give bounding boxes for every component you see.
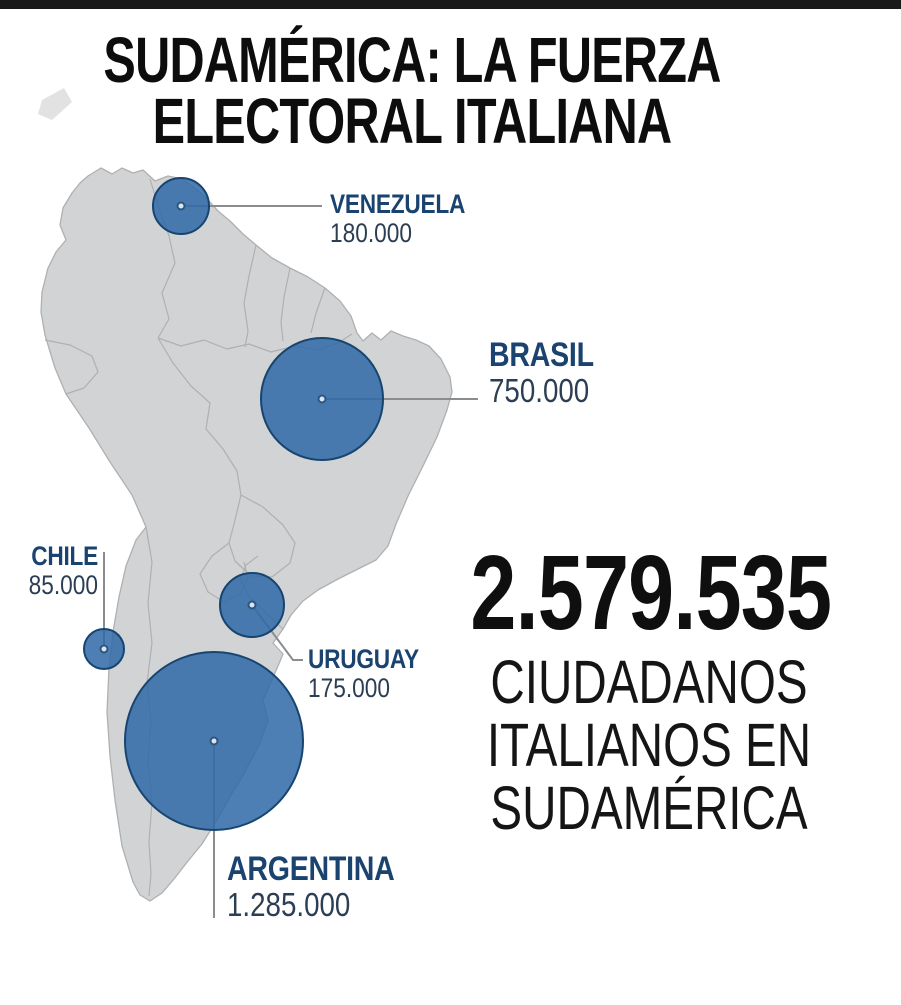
total-caption-line3: SUDAMÉRICA	[490, 774, 808, 842]
label-argentina: ARGENTINA 1.285.000	[227, 852, 395, 923]
chile-value: 85.000	[28, 570, 99, 600]
top-bar	[0, 0, 901, 9]
venezuela-name: VENEZUELA	[330, 189, 466, 219]
label-uruguay: URUGUAY 175.000	[308, 645, 419, 703]
label-brasil: BRASIL 750.000	[489, 338, 594, 409]
venezuela-value: 180.000	[330, 218, 412, 248]
chile-name: CHILE	[31, 541, 98, 571]
label-venezuela: VENEZUELA 180.000	[330, 190, 465, 248]
total-stat: 2.579.535 CIUDADANOS ITALIANOS EN SUDAMÉ…	[470, 534, 832, 842]
bubble-center-dots	[99, 201, 327, 746]
uruguay-name: URUGUAY	[308, 644, 419, 674]
page-title-line2: ELECTORAL ITALIANA	[152, 85, 672, 157]
corner-artifact	[38, 88, 72, 120]
argentina-value: 1.285.000	[227, 886, 351, 923]
page-title-line1: SUDAMÉRICA: LA FUERZA	[103, 24, 721, 96]
label-chile: CHILE 85.000	[14, 541, 99, 600]
total-caption-line2: ITALIANOS EN	[486, 711, 812, 779]
brasil-value: 750.000	[489, 372, 590, 409]
uruguay-value: 175.000	[308, 673, 390, 703]
total-caption-line1: CIUDADANOS	[490, 648, 808, 716]
argentina-name: ARGENTINA	[227, 850, 395, 888]
brasil-name: BRASIL	[489, 336, 594, 374]
page-title: SUDAMÉRICA: LA FUERZA ELECTORAL ITALIANA	[99, 24, 725, 157]
total-number: 2.579.535	[470, 534, 832, 652]
